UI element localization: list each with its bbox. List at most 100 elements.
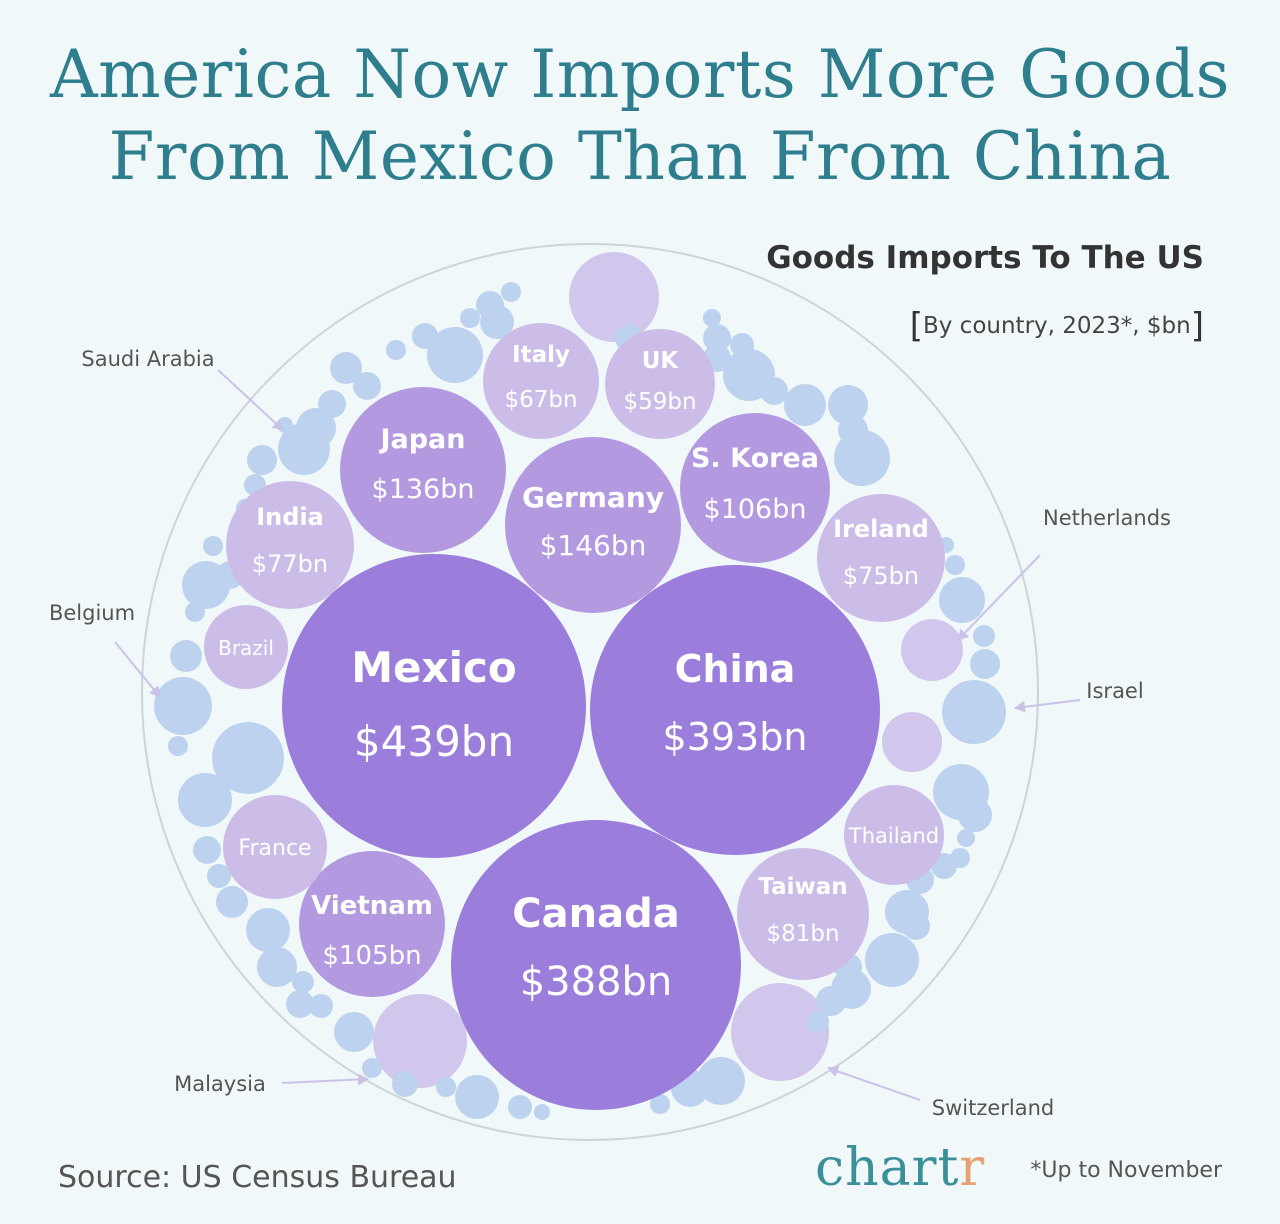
filler-bubble: [257, 947, 297, 987]
filler-bubble: [170, 640, 202, 672]
bubble-circle-taiwan: [737, 848, 869, 980]
filler-bubble: [207, 864, 231, 888]
callout-netherlands: Netherlands: [957, 506, 1171, 641]
filler-bubble: [476, 291, 504, 319]
bubble-circle-ireland: [817, 494, 945, 622]
bubble-circle-france: [223, 795, 327, 899]
filler-bubble: [942, 680, 1006, 744]
bubble-value-japan: $136bn: [372, 474, 475, 505]
filler-bubble: [703, 309, 721, 327]
bubble-label-japan: Japan: [378, 424, 465, 455]
subnote-text: By country, 2023*, $bn: [922, 313, 1191, 339]
filler-bubble: [460, 308, 480, 328]
bubble-italy: Italy $67bn: [483, 323, 599, 439]
bubble-circle-canada: [451, 820, 741, 1110]
filler-bubble: [569, 252, 659, 342]
callout-arrow-belgium: [114, 641, 161, 698]
bubble-label-france: France: [238, 836, 311, 861]
callout-label-israel: Israel: [1086, 679, 1143, 703]
filler-bubble: [353, 372, 381, 400]
bubble-uk: UK $59bn: [605, 329, 715, 439]
filler-bubble: [508, 1095, 532, 1119]
callout-israel: Israel: [1014, 679, 1144, 713]
bubble-value-uk: $59bn: [623, 389, 696, 415]
filler-bubble: [216, 886, 248, 918]
filler-bubble: [246, 908, 290, 952]
filler-bubble: [392, 1071, 418, 1097]
bubble-circle-italy: [483, 323, 599, 439]
filler-bubble: [723, 349, 775, 401]
bubble-value-s-korea: $106bn: [704, 494, 807, 525]
source-note: Source: US Census Bureau: [58, 1160, 457, 1195]
bubble-value-ireland: $75bn: [843, 562, 919, 590]
bubble-label-mexico: Mexico: [351, 643, 517, 692]
filler-bubble: [436, 1077, 456, 1097]
filler-bubble: [168, 736, 188, 756]
filler-bubble: [412, 323, 438, 349]
bubble-vietnam: Vietnam $105bn: [299, 851, 445, 997]
filler-bubble: [247, 445, 277, 475]
bubble-circle-s-korea: [680, 413, 830, 563]
bubble-ireland: Ireland $75bn: [817, 494, 945, 622]
bubble-circle-japan: [340, 387, 506, 553]
bubble-value-china: $393bn: [663, 715, 808, 759]
filler-bubble: [362, 1058, 382, 1078]
filler-bubble: [182, 561, 230, 609]
filler-bubble: [286, 990, 314, 1018]
filler-bubble: [427, 327, 483, 383]
filler-bubble: [330, 352, 362, 384]
bubble-india: India $77bn: [226, 481, 354, 609]
filler-bubble: [807, 1011, 829, 1033]
filler-bubble: [957, 829, 975, 847]
filler-bubble: [154, 677, 212, 735]
bubble-label-vietnam: Vietnam: [311, 891, 433, 921]
bubble-label-india: India: [256, 503, 324, 531]
filler-bubble: [784, 384, 826, 426]
filler-bubble: [882, 712, 942, 772]
callout-arrow-israel: [1014, 699, 1081, 713]
title-line-1: America Now Imports More Goods: [50, 36, 1230, 113]
filler-bubble: [933, 764, 989, 820]
bubble-label-china: China: [675, 647, 796, 691]
chart-subtitle: Goods Imports To The US: [766, 240, 1204, 276]
callout-label-malaysia: Malaysia: [174, 1072, 266, 1096]
bubble-circle-uk: [605, 329, 715, 439]
chartr-logo: chartr: [815, 1138, 985, 1198]
bubble-circle-germany: [505, 437, 681, 613]
bubble-label-brazil: Brazil: [218, 636, 274, 660]
filler-bubble: [939, 577, 985, 623]
bubble-label-s-korea: S. Korea: [691, 443, 819, 474]
callout-arrow-netherlands: [957, 554, 1041, 641]
bubble-france: France: [223, 795, 327, 899]
bubble-value-vietnam: $105bn: [322, 941, 421, 971]
filler-bubble: [703, 324, 731, 352]
bubble-value-canada: $388bn: [520, 959, 673, 1005]
bubble-value-italy: $67bn: [504, 387, 577, 413]
callout-label-switzerland: Switzerland: [932, 1096, 1055, 1120]
filler-bubble: [973, 625, 995, 647]
bubble-label-germany: Germany: [522, 481, 664, 514]
bubble-circle-india: [226, 481, 354, 609]
callout-switzerland: Switzerland: [827, 1065, 1055, 1120]
bubble-canada: Canada $388bn: [451, 820, 741, 1110]
bubble-circle-vietnam: [299, 851, 445, 997]
bubble-label-uk: UK: [642, 348, 680, 374]
title-line-2: From Mexico Than From China: [108, 118, 1172, 195]
filler-bubble: [212, 722, 284, 794]
filler-bubble: [386, 340, 406, 360]
filler-bubble: [901, 619, 963, 681]
bubble-label-italy: Italy: [512, 342, 570, 368]
callout-label-netherlands: Netherlands: [1043, 506, 1171, 530]
filler-bubble: [945, 555, 965, 575]
bubble-mexico: Mexico $439bn: [282, 554, 586, 858]
filler-bubbles: [154, 252, 1006, 1120]
logo-main: chart: [815, 1138, 960, 1198]
footnote: *Up to November: [1030, 1158, 1222, 1183]
chart-title: America Now Imports More Goods From Mexi…: [0, 34, 1280, 198]
bubble-s-korea: S. Korea $106bn: [680, 413, 830, 563]
bubble-label-canada: Canada: [512, 891, 679, 937]
bubble-circle-mexico: [282, 554, 586, 858]
logo-end: r: [959, 1138, 986, 1198]
callout-belgium: Belgium: [49, 601, 161, 698]
